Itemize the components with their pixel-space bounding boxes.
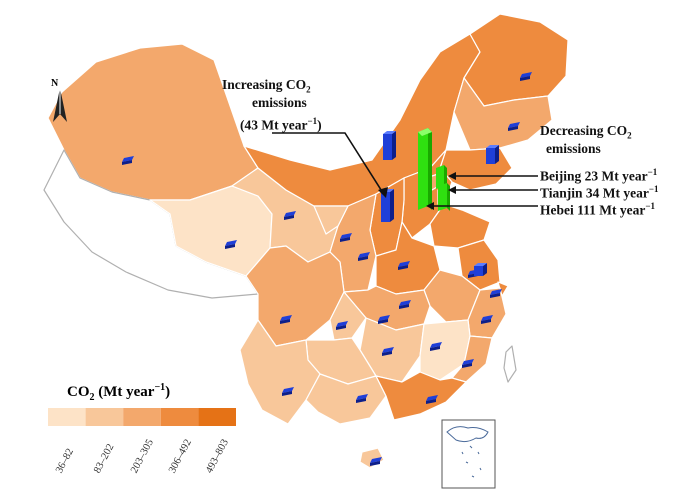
emission-bar [383,131,396,160]
legend-title-sub: 2 [89,392,95,403]
region-ningxia [313,205,349,235]
decrease-bars [418,128,450,211]
emission-bar [284,211,296,220]
emission-bar [481,315,493,324]
legend-title-sup: −1 [154,382,166,393]
beijing-decrease-bar [436,165,447,189]
emission-bar [358,252,370,261]
emission-bar [340,233,352,242]
emission-bar [225,240,237,249]
legend-title-co: CO [67,384,90,400]
emission-bar [382,347,394,356]
north-arrow-icon [53,88,67,122]
region-taiwan [503,345,517,383]
leader-arrowheads [378,172,456,210]
emission-bar [282,387,294,396]
emission-bar [280,315,292,324]
legend-title-close: ) [165,384,171,400]
tianjin-label-sup: −1 [648,184,659,194]
emission-bar [336,321,348,330]
hebei-label-text: Hebei 111 Mt year [540,202,646,218]
increase-label-sub: 2 [306,84,311,95]
increase-label-line2: emissions [252,95,307,110]
emission-bar [378,315,390,324]
legend-swatches [48,408,236,426]
legend-swatch-2 [85,408,124,426]
increase-value-text: (43 Mt year [240,117,308,133]
emission-bar [462,359,474,368]
increase-label-line3: (43 Mt year−1) [240,113,322,134]
region-guangxi [305,373,387,425]
north-label: N [51,78,59,89]
hebei-decrease-bar [418,128,432,210]
emission-bar [370,457,382,466]
emission-bar [430,342,442,351]
hebei-label-sup: −1 [645,201,655,211]
legend-swatch-3 [123,408,161,426]
decrease-label-line2: emissions [546,141,601,156]
increase-value-sup: −1 [307,116,318,126]
emission-bar [520,72,532,81]
region-guangdong [375,371,467,421]
increase-value-close: ) [317,117,322,133]
legend-swatch-5 [198,408,236,426]
hebei-label: Hebei 111 Mt year−1 [540,198,655,219]
increase-label-line1: Increasing CO2 [222,76,311,99]
legend-swatch-4 [160,408,199,426]
south-china-sea-inset [441,419,496,489]
beijing-label-text: Beijing 23 Mt year [540,168,648,184]
decrease-label-sub: 2 [627,130,632,141]
emission-bar [356,394,368,403]
legend-swatch-1 [48,408,86,426]
beijing-label-sup: −1 [647,167,658,177]
emission-bar [508,122,520,131]
emission-bar [474,263,487,276]
decrease-label-text: Decreasing CO [540,123,628,138]
beijing-label: Beijing 23 Mt year−1 [540,164,657,185]
emission-bar [490,289,502,298]
emission-bar [426,395,438,404]
tianjin-label: Tianjin 34 Mt year−1 [540,181,659,202]
leader-lines [272,132,538,207]
region-jilin [453,77,553,151]
legend-title-unit: (Mt year [98,384,155,400]
decrease-label-line1: Decreasing CO2 [540,122,632,145]
emission-bar [399,300,411,309]
legend-title: CO2 (Mt year−1) [67,382,170,403]
increase-label-text: Increasing CO [222,77,307,92]
provincial-emission-bars [122,72,532,466]
emission-bar [398,261,410,270]
emission-bar [486,145,499,164]
emission-bar [122,156,134,165]
tianjin-label-text: Tianjin 34 Mt year [540,185,649,201]
region-heilongjiang [463,13,569,107]
